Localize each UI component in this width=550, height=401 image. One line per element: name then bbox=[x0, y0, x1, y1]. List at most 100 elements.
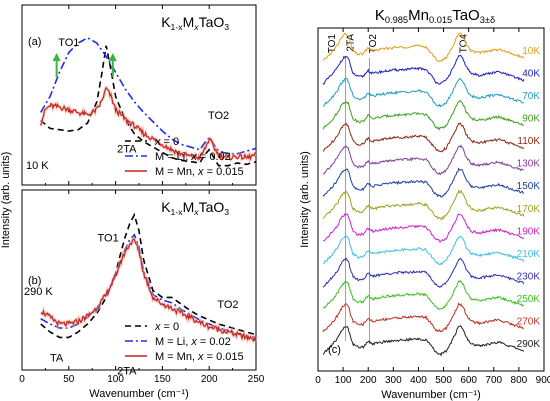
legend-italic: x bbox=[197, 351, 204, 363]
spectrum-line bbox=[322, 122, 525, 153]
peak-annotation: 2TA bbox=[117, 366, 137, 378]
plot-frame bbox=[317, 27, 545, 372]
title-part: K bbox=[161, 14, 171, 30]
spectrum-line bbox=[322, 279, 525, 311]
temperature-label: 40K bbox=[522, 69, 540, 80]
legend-italic: x bbox=[154, 321, 161, 333]
panel-label: (c) bbox=[328, 344, 341, 356]
panel-c: 0 100 200 300 400 500 600 700 800 900 Wavenumber (… bbox=[299, 7, 550, 401]
title-part: x bbox=[193, 207, 199, 217]
panel-b: K1-xMxTaO3 (b)290 K TA TO1 2TA TO2 x = 0 M = Li… bbox=[19, 189, 265, 400]
x-tick-label: 100 bbox=[107, 374, 124, 385]
spectrum-line bbox=[322, 77, 525, 108]
spectrum-line bbox=[322, 54, 525, 85]
legend-italic: x bbox=[154, 136, 161, 148]
panel-label: (a) bbox=[28, 36, 41, 48]
panel-title: K0.985Mn0.015TaO3±δ bbox=[375, 7, 495, 25]
spectrum-line bbox=[322, 325, 525, 357]
title-part: TaO bbox=[199, 199, 225, 215]
x-tick-label: 150 bbox=[154, 374, 171, 385]
legend-suffix: = 0 bbox=[160, 136, 179, 148]
legend-prefix: M = Mn, bbox=[155, 351, 198, 363]
panel-label: (b) bbox=[28, 275, 41, 287]
legend-suffix: = 0.02 bbox=[197, 151, 231, 163]
spectrum-line bbox=[322, 302, 525, 333]
spectrum-line bbox=[322, 144, 524, 176]
peak-annotation: TO1 bbox=[98, 232, 119, 244]
peak-annotation: TO2 bbox=[217, 299, 238, 311]
legend-italic: x bbox=[190, 151, 197, 163]
temperature-label: 110K bbox=[517, 136, 540, 147]
spectrum-line bbox=[322, 32, 525, 63]
title-part: 1-x bbox=[171, 22, 184, 32]
peak-annotation: TO2 bbox=[208, 110, 229, 122]
x-tick-label: 200 bbox=[360, 375, 377, 386]
series-line bbox=[40, 238, 257, 343]
x-tick-label: 200 bbox=[201, 374, 218, 385]
legend-suffix: = 0.015 bbox=[204, 166, 244, 178]
legend-label: M = Li, x = 0.02 bbox=[155, 151, 231, 163]
x-tick-label: 100 bbox=[335, 375, 352, 386]
x-tick-label: 700 bbox=[485, 375, 502, 386]
panel-title: K1-xMxTaO3 bbox=[161, 14, 229, 32]
temperature-label: 10K bbox=[522, 46, 540, 57]
title-part: TaO bbox=[452, 7, 480, 24]
title-part: 3 bbox=[224, 207, 229, 217]
legend-label: M = Li, x = 0.02 bbox=[155, 336, 231, 348]
shared-y-axis-label: Intensity (arb. units) bbox=[0, 152, 12, 249]
temperature-label: 150K bbox=[517, 181, 541, 192]
temperature-label: 210K bbox=[517, 249, 541, 260]
legend-label: x = 0 bbox=[154, 321, 179, 333]
temperature-label: 290K bbox=[517, 339, 541, 350]
x-tick-label: 900 bbox=[536, 375, 550, 386]
series-line bbox=[40, 212, 257, 339]
spectrum-line bbox=[322, 167, 525, 198]
legend-suffix: = 0.015 bbox=[204, 351, 244, 363]
legend-italic: x bbox=[197, 166, 204, 178]
y-axis-label: Intensity (arb. units) bbox=[299, 151, 311, 248]
x-axis-label: Wavenumber (cm⁻¹) bbox=[89, 388, 189, 400]
x-tick-label: 0 bbox=[315, 375, 321, 386]
x-tick-label: 0 bbox=[19, 374, 25, 385]
series-line bbox=[40, 45, 257, 167]
title-part: TaO bbox=[199, 14, 225, 30]
temperature-label: 250K bbox=[517, 294, 541, 305]
x-tick-label: 600 bbox=[460, 375, 477, 386]
spectrum-line bbox=[322, 235, 525, 266]
title-part: 3 bbox=[224, 22, 229, 32]
legend-suffix: = 0 bbox=[160, 321, 179, 333]
peak-annotation: TO1 bbox=[327, 34, 338, 54]
spectrum-line bbox=[322, 257, 525, 288]
x-tick-label: 500 bbox=[435, 375, 452, 386]
spectrum-line bbox=[322, 99, 525, 131]
peak-annotation: TO4 bbox=[458, 34, 469, 54]
title-part: M bbox=[183, 199, 195, 215]
title-part: M bbox=[183, 14, 195, 30]
spectrum-line bbox=[322, 189, 525, 221]
peak-annotation: TO1 bbox=[58, 37, 79, 49]
peak-annotation: TA bbox=[50, 352, 64, 364]
legend-prefix: M = Mn, bbox=[155, 166, 198, 178]
panel-title: K1-xMxTaO3 bbox=[161, 199, 229, 217]
series-line-shadow bbox=[39, 84, 257, 165]
green-arrow-head bbox=[52, 53, 61, 61]
legend-suffix: = 0.02 bbox=[197, 336, 231, 348]
title-part: K bbox=[375, 7, 385, 24]
green-arrow-head bbox=[108, 53, 117, 61]
legend-label: M = Mn, x = 0.015 bbox=[155, 166, 244, 178]
title-part: 0.015 bbox=[429, 15, 452, 25]
temperature-label: 290 K bbox=[24, 286, 53, 298]
series-line bbox=[40, 86, 256, 161]
peak-annotation: TO2 bbox=[368, 34, 379, 54]
legend-prefix: M = Li, bbox=[155, 151, 191, 163]
title-part: x bbox=[193, 22, 199, 32]
title-part: Mn bbox=[408, 7, 429, 24]
title-part: K bbox=[161, 199, 171, 215]
peak-annotation: 2TA bbox=[117, 143, 137, 155]
temperature-label: 230K bbox=[517, 271, 541, 282]
x-tick-label: 800 bbox=[511, 375, 528, 386]
spectrum-line bbox=[322, 212, 525, 243]
x-tick-label: 300 bbox=[385, 375, 402, 386]
